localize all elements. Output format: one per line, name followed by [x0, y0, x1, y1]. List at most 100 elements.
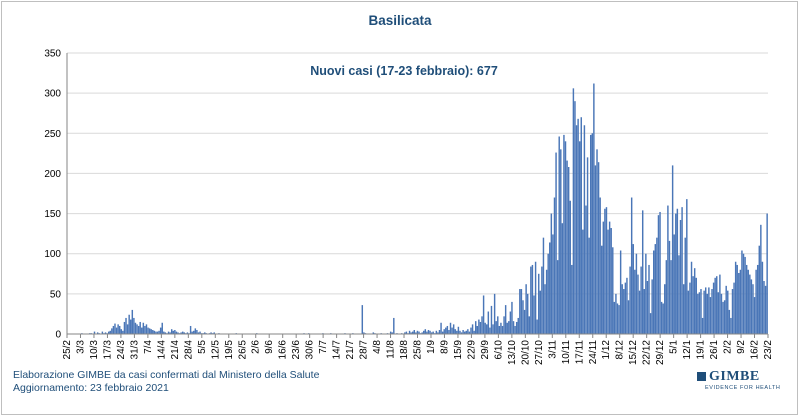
bar	[678, 255, 680, 334]
bar	[676, 208, 679, 334]
bar	[118, 325, 121, 334]
bar	[361, 305, 364, 334]
bar	[452, 324, 455, 334]
bar	[391, 332, 393, 334]
bar	[101, 331, 104, 334]
bar	[714, 277, 716, 334]
bar	[167, 331, 170, 334]
bar	[597, 162, 600, 334]
bar	[564, 141, 567, 334]
bar	[580, 117, 582, 334]
x-tick-labels: 25/2 3/3 10/3 17/3 24/3 31/3 7/4 14/4 21/4 28/4 5/…	[62, 340, 774, 365]
bar	[651, 279, 653, 334]
bar	[749, 274, 751, 334]
bar	[437, 332, 439, 334]
bar	[363, 332, 365, 334]
bar	[404, 332, 406, 334]
y-tick-label: 350	[44, 49, 61, 60]
source-note: Elaborazione GIMBE da casi confermati da…	[13, 369, 320, 381]
bar	[572, 88, 575, 334]
x-tick-label: 14/4	[156, 340, 167, 360]
y-tick-label: 150	[44, 209, 61, 220]
bar	[457, 326, 460, 334]
bar	[486, 324, 488, 334]
bar	[596, 149, 598, 334]
bar	[490, 305, 493, 334]
bar	[549, 242, 551, 334]
bar	[660, 301, 663, 334]
bar	[193, 330, 195, 334]
bar	[649, 313, 652, 334]
x-tick-label: 10/3	[89, 340, 100, 360]
bar	[734, 261, 737, 334]
x-tick-label: 12/5	[210, 340, 221, 360]
bar	[473, 330, 475, 334]
bar	[742, 253, 745, 334]
bar	[405, 331, 408, 334]
x-tick-label: 25/8	[413, 340, 424, 360]
bar	[186, 332, 189, 334]
y-tick-label: 300	[44, 89, 61, 100]
bar	[670, 260, 672, 334]
bar	[607, 229, 609, 334]
bar	[504, 305, 507, 334]
bar	[701, 317, 704, 334]
x-tick-label: 20/10	[520, 340, 531, 365]
x-tick-label: 1/9	[426, 340, 437, 354]
bar	[752, 284, 754, 334]
bar	[498, 325, 501, 334]
bar	[745, 264, 748, 334]
bar	[153, 330, 156, 334]
bar	[763, 281, 765, 334]
x-tick-label: 7/4	[143, 340, 154, 354]
bar	[574, 101, 576, 334]
bar	[416, 330, 419, 334]
bar	[523, 309, 526, 334]
bar	[738, 272, 740, 334]
bar	[720, 293, 723, 334]
bar	[753, 297, 756, 334]
bar	[695, 277, 697, 334]
bar	[172, 330, 174, 334]
bar	[462, 329, 464, 334]
bar	[591, 133, 594, 334]
bar	[465, 330, 467, 334]
bar	[445, 327, 447, 334]
bar	[122, 330, 124, 334]
x-tick-label: 23/6	[291, 340, 302, 360]
bar	[520, 289, 523, 334]
weekly-cases-annotation: Nuovi casi (17-23 febbraio): 677	[310, 64, 498, 78]
bar	[463, 331, 466, 334]
bar	[667, 205, 669, 334]
bar	[492, 324, 494, 334]
bar	[547, 253, 549, 334]
bar	[454, 329, 456, 334]
bar	[446, 325, 449, 334]
bar	[711, 289, 713, 334]
bar	[693, 268, 696, 334]
bar	[438, 329, 441, 334]
bar	[610, 228, 612, 334]
bar	[560, 149, 562, 334]
bar	[158, 330, 160, 334]
bar	[635, 253, 638, 334]
bar	[487, 311, 490, 334]
bar	[616, 303, 619, 334]
bar	[571, 264, 573, 334]
bar	[766, 213, 768, 334]
bar	[588, 237, 590, 334]
bar	[183, 332, 186, 334]
bar	[671, 165, 674, 334]
bar	[632, 244, 634, 334]
bar	[723, 300, 726, 334]
x-tick-label: 11/8	[386, 340, 397, 359]
bar	[429, 330, 431, 334]
bar	[511, 301, 513, 334]
bar	[739, 269, 742, 334]
bar	[525, 284, 527, 334]
bar	[638, 290, 641, 334]
bar	[111, 328, 113, 334]
x-tick-label: 8/9	[439, 340, 450, 354]
bar	[637, 274, 639, 334]
bar	[495, 321, 497, 334]
